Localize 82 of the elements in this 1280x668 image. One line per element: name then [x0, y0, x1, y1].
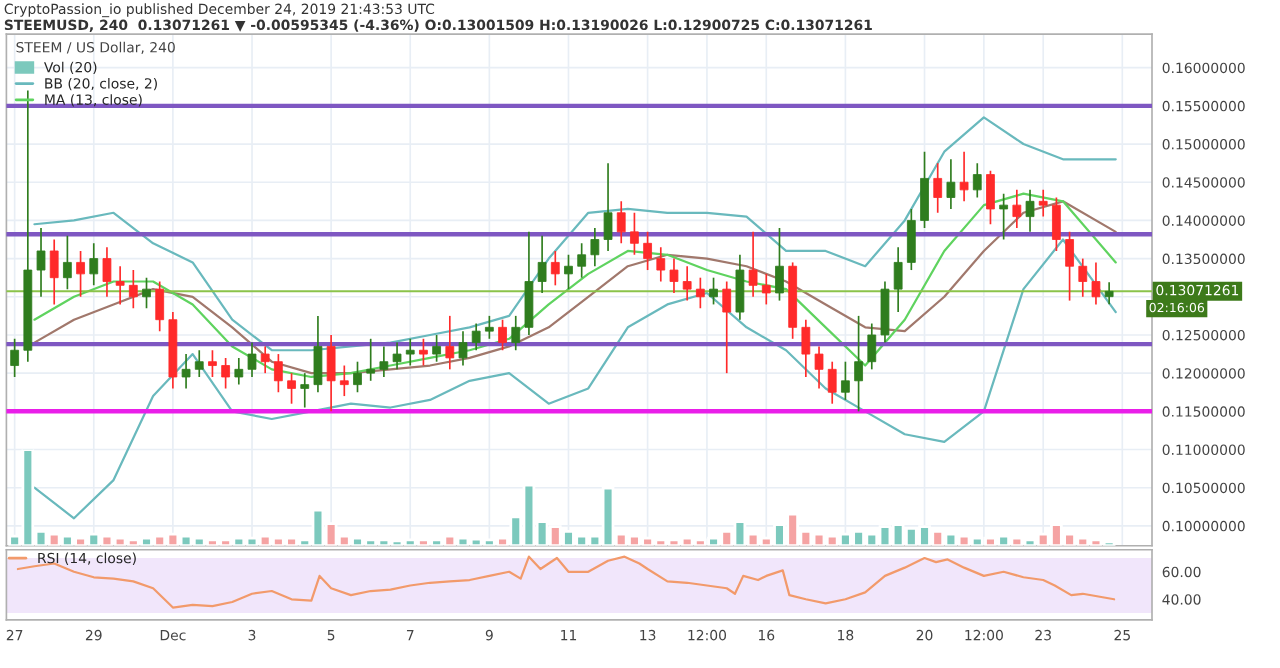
candlestick	[36, 227, 46, 298]
candlestick	[1025, 189, 1035, 233]
candlestick	[550, 250, 560, 287]
candlestick	[181, 353, 191, 390]
candlestick	[775, 227, 784, 302]
candlestick	[353, 360, 362, 394]
candlestick	[603, 162, 613, 252]
candlestick	[366, 337, 376, 382]
candlestick	[208, 349, 217, 378]
candlestick	[1091, 261, 1101, 306]
candlestick	[10, 337, 20, 378]
candlestick	[511, 315, 521, 352]
candlestick	[102, 246, 112, 298]
candlestick	[537, 234, 547, 294]
candlestick	[142, 276, 151, 310]
candlestick	[669, 257, 679, 294]
candlestick	[287, 372, 296, 405]
candlestick	[695, 276, 705, 310]
candlestick	[854, 315, 863, 413]
candlestick	[656, 246, 666, 283]
candlestick	[814, 345, 824, 390]
candlestick	[392, 341, 402, 371]
candlestick	[1065, 231, 1074, 302]
candlestick	[419, 337, 428, 367]
candlestick	[300, 372, 310, 409]
candlestick	[155, 280, 165, 332]
candlestick	[326, 334, 336, 413]
candlestick	[564, 253, 573, 290]
candlestick	[63, 234, 72, 290]
candlestick	[893, 246, 903, 313]
candlestick	[524, 231, 534, 336]
candlestick	[234, 357, 244, 386]
line-series	[16, 555, 1116, 609]
candlestick	[260, 345, 270, 374]
candlestick	[827, 360, 837, 405]
candlestick	[471, 322, 481, 352]
candlestick	[405, 337, 415, 367]
candlestick	[735, 253, 745, 321]
candlestick	[867, 322, 877, 371]
candlestick	[1052, 196, 1061, 252]
candlestick	[247, 341, 257, 378]
candlestick	[801, 318, 811, 378]
candlestick	[313, 315, 323, 394]
candlestick	[643, 231, 652, 271]
candlestick	[379, 345, 389, 378]
candlestick	[89, 242, 99, 287]
candlestick	[972, 162, 982, 199]
candlestick	[748, 231, 758, 298]
candlestick	[761, 273, 771, 306]
candlestick	[999, 192, 1009, 241]
candlestick	[616, 200, 626, 245]
candlestick	[274, 353, 283, 394]
candlestick	[933, 162, 943, 214]
candlestick	[432, 334, 441, 363]
candlestick	[498, 318, 507, 352]
candlestick	[221, 357, 231, 390]
candlestick	[49, 238, 59, 306]
candlestick	[946, 158, 956, 210]
candlestick	[458, 330, 468, 367]
candlestick	[880, 280, 890, 344]
candlestick	[1104, 281, 1114, 306]
candlestick	[959, 150, 969, 203]
candlestick	[920, 150, 929, 229]
candlestick	[76, 250, 85, 298]
candlestick	[709, 276, 718, 306]
candlestick	[906, 208, 916, 271]
candlestick	[841, 360, 850, 401]
candlestick	[1078, 257, 1088, 298]
candlestick	[722, 280, 732, 374]
candlestick	[128, 269, 138, 310]
candlestick	[1012, 189, 1022, 229]
candlestick	[445, 315, 455, 371]
candlestick	[484, 315, 494, 340]
candlestick	[590, 227, 600, 268]
candlestick	[986, 169, 995, 226]
candlestick	[115, 265, 125, 306]
candlestick	[339, 364, 349, 397]
candlestick	[194, 349, 204, 378]
candlestick	[682, 265, 692, 302]
candlestick	[577, 242, 587, 279]
candlestick	[630, 211, 639, 256]
candlestick	[1038, 189, 1048, 218]
